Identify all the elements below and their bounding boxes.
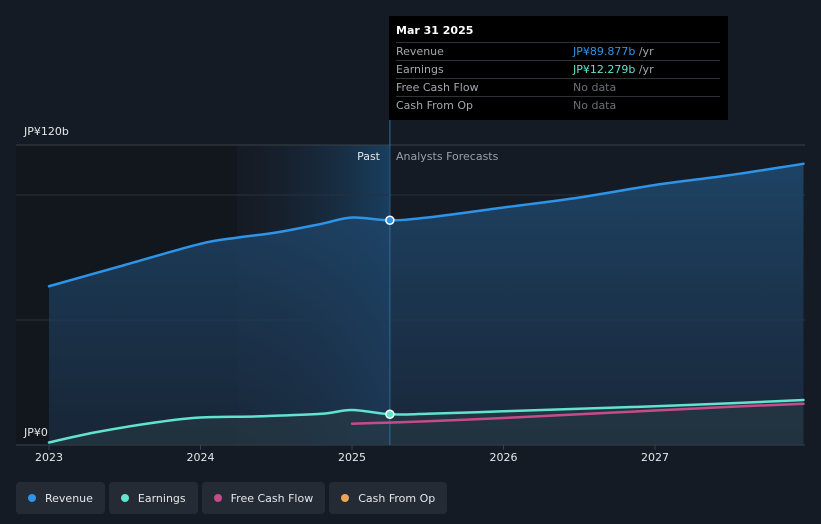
x-tick-label: 2023 xyxy=(35,451,63,464)
tooltip-row-value: JP¥12.279b /yr xyxy=(573,63,654,76)
legend-label: Free Cash Flow xyxy=(230,491,314,505)
tooltip-row-label: Free Cash Flow xyxy=(396,81,479,94)
tooltip-row-cash-from-op: Cash From Op No data xyxy=(396,96,720,114)
earnings-marker xyxy=(385,409,395,419)
legend-item-earnings[interactable]: Earnings xyxy=(108,482,198,514)
x-tick-label: 2025 xyxy=(338,451,366,464)
tooltip: Mar 31 2025 Revenue JP¥89.877b /yr Earning… xyxy=(389,16,728,120)
legend-item-cash-from-op[interactable]: Cash From Op xyxy=(329,482,448,514)
revenue-area xyxy=(49,163,804,446)
legend: Revenue Earnings Free Cash Flow Cash From O… xyxy=(16,482,451,514)
legend-dot-icon xyxy=(28,494,36,502)
legend-dot-icon xyxy=(213,494,222,502)
tooltip-row-earnings: Earnings JP¥12.279b /yr xyxy=(396,60,720,78)
tooltip-row-value: No data xyxy=(573,81,617,94)
tooltip-row-value: No data xyxy=(573,99,617,112)
legend-item-free-cash-flow[interactable]: Free Cash Flow xyxy=(201,482,326,514)
legend-item-revenue[interactable]: Revenue xyxy=(16,482,105,514)
revenue-line xyxy=(47,162,805,288)
legend-label: Revenue xyxy=(45,491,93,505)
legend-label: Earnings xyxy=(137,491,186,505)
x-tick-label: 2027 xyxy=(641,451,669,464)
forecast-label: Analysts Forecasts xyxy=(396,150,499,163)
legend-label: Cash From Op xyxy=(358,491,436,505)
x-tick-label: 2024 xyxy=(187,451,215,464)
legend-dot-icon xyxy=(341,494,350,502)
past-label: Past xyxy=(357,150,381,163)
tooltip-row-free-cash-flow: Free Cash Flow No data xyxy=(396,78,720,96)
legend-dot-icon xyxy=(120,494,129,502)
revenue-marker xyxy=(385,215,395,225)
tooltip-row-label: Cash From Op xyxy=(396,99,474,112)
y-label-min: JP¥0 xyxy=(23,426,48,439)
earnings-line xyxy=(47,398,805,444)
tooltip-row-label: Revenue xyxy=(396,45,444,58)
tooltip-date: Mar 31 2025 xyxy=(396,24,474,37)
tooltip-row-label: Earnings xyxy=(396,63,444,76)
tooltip-row-value: JP¥89.877b /yr xyxy=(573,45,654,58)
free-cash-flow-line xyxy=(350,402,805,425)
tooltip-row-revenue: Revenue JP¥89.877b /yr xyxy=(396,42,720,60)
x-tick-label: 2026 xyxy=(490,451,518,464)
y-label-max: JP¥120b xyxy=(23,125,69,138)
